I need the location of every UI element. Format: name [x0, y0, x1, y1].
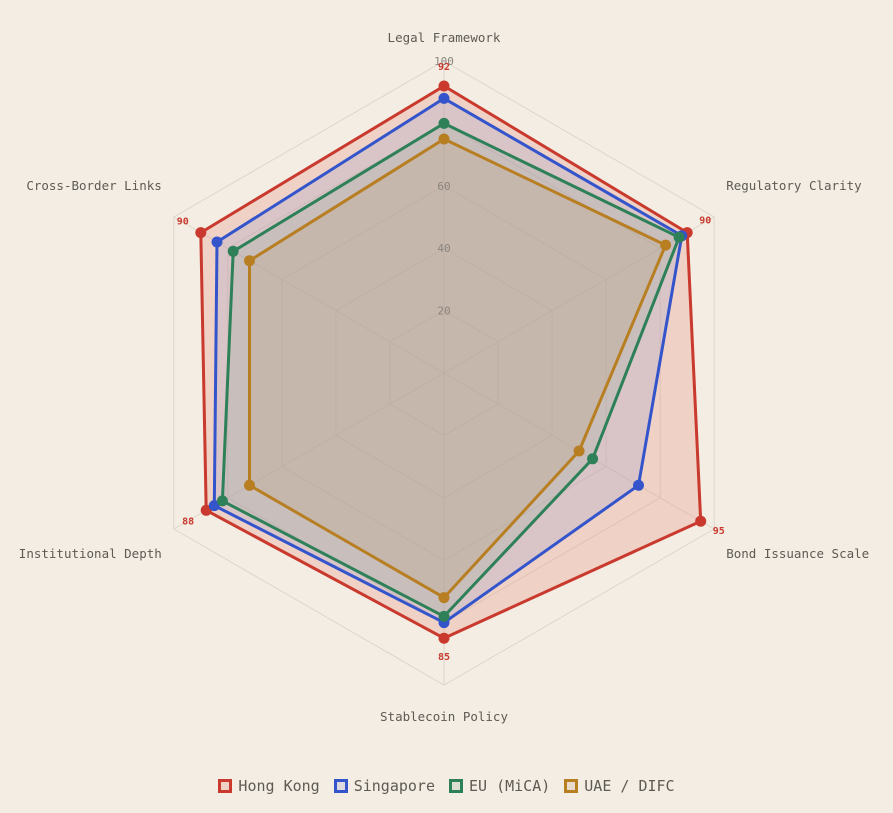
data-point [587, 453, 599, 465]
data-point [195, 227, 207, 239]
legend-item[interactable]: EU (MiCA) [448, 777, 551, 795]
tick-label: 100 [434, 55, 454, 68]
data-point [438, 632, 450, 644]
radar-chart: 20 40 60 100 92 90 95 85 88 90 Legal Framework Regu… [19, 30, 869, 724]
data-point [633, 479, 644, 491]
axis-label: Bond Issuance Scale [726, 546, 869, 561]
legend-item[interactable]: UAE / DIFC [564, 777, 675, 795]
data-point [695, 515, 707, 527]
data-point [227, 245, 239, 257]
value-label: 90 [177, 217, 189, 228]
axis-label: Regulatory Clarity [726, 178, 862, 193]
data-point [211, 236, 223, 248]
value-label: 85 [438, 652, 450, 663]
tick-label: 40 [437, 242, 450, 255]
value-label: 90 [699, 216, 711, 227]
legend-swatch [448, 779, 463, 793]
legend-swatch [333, 779, 348, 793]
legend-item[interactable]: Hong Kong [218, 777, 320, 795]
legend-label: Hong Kong [238, 777, 320, 795]
data-point [438, 92, 450, 104]
value-label: 95 [713, 526, 725, 537]
axis-label: Stablecoin Policy [380, 709, 508, 724]
tick-label: 60 [437, 180, 450, 193]
legend-label: EU (MiCA) [468, 777, 551, 795]
legend-label: Singapore [353, 777, 435, 795]
legend-swatch [564, 779, 579, 793]
data-point [438, 592, 450, 604]
data-point [660, 239, 672, 251]
data-point [438, 117, 450, 129]
axis-label: Cross-Border Links [26, 178, 161, 193]
data-point [200, 504, 212, 516]
data-point [208, 500, 220, 512]
legend-item[interactable]: Singapore [333, 777, 435, 795]
axis-label: Legal Framework [388, 30, 501, 45]
axis-label: Institutional Depth [19, 546, 162, 561]
value-label: 88 [182, 516, 194, 527]
legend: Hong Kong Singapore EU (MiCA) UAE / DIFC [0, 772, 893, 800]
data-point [244, 479, 255, 491]
data-point [438, 80, 450, 92]
value-label: 92 [438, 62, 450, 73]
data-point [438, 610, 450, 622]
data-point [673, 231, 685, 243]
tick-label: 20 [437, 305, 450, 318]
legend-swatch [218, 779, 233, 793]
data-point [573, 445, 585, 457]
legend-label: UAE / DIFC [584, 777, 675, 795]
data-point [216, 495, 228, 507]
data-point [244, 255, 255, 267]
data-point [438, 133, 450, 145]
